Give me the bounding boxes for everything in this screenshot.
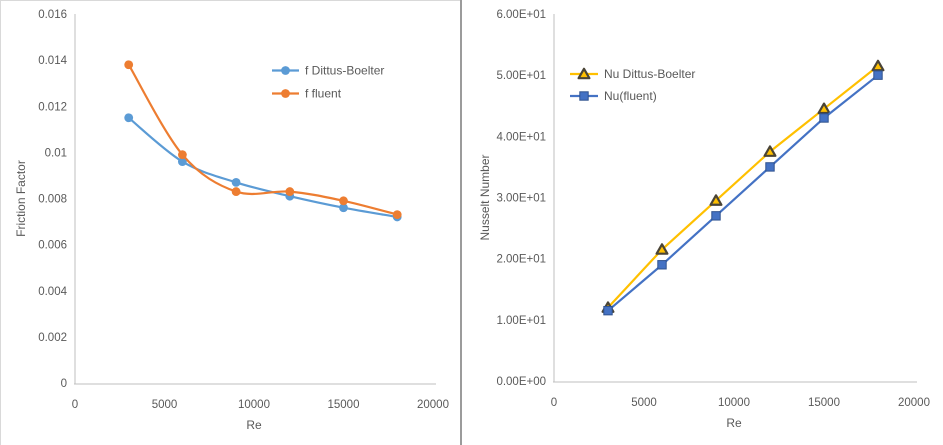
series-line <box>606 74 880 312</box>
y-tick-label: 5.00E+01 <box>496 70 546 82</box>
friction-chart-panel <box>0 0 460 445</box>
x-tick-label: 15000 <box>328 399 360 411</box>
x-tick-label: 20000 <box>417 399 449 411</box>
data-point-marker <box>655 243 669 255</box>
legend-label: f fluent <box>305 87 342 101</box>
data-point-marker <box>657 260 667 270</box>
y-tick-label: 6.00E+01 <box>496 9 546 21</box>
y-tick-label: 4.00E+01 <box>496 131 546 143</box>
x-tick-label: 5000 <box>631 397 657 409</box>
y-axis-title: Friction Factor <box>14 160 28 237</box>
y-tick-label: 0.016 <box>38 9 67 21</box>
y-tick-label: 0.00E+00 <box>496 376 546 388</box>
x-tick-label: 0 <box>551 397 557 409</box>
data-point-marker <box>231 187 241 196</box>
series-line <box>127 63 399 216</box>
data-point-marker <box>763 145 777 157</box>
data-point-marker <box>871 59 885 72</box>
x-tick-label: 0 <box>72 399 78 411</box>
x-axis-title: Re <box>726 416 742 430</box>
legend-item: f Dittus-Boelter <box>272 64 384 78</box>
x-tick-label: 10000 <box>718 397 750 409</box>
x-axis-title: Re <box>246 418 262 432</box>
data-point-marker <box>124 60 134 70</box>
data-point-marker <box>281 89 290 98</box>
data-point-marker <box>819 113 829 123</box>
y-tick-label: 0.006 <box>38 240 67 252</box>
panel-divider <box>460 0 462 445</box>
data-point-marker <box>339 196 348 206</box>
nusselt-number-chart: 6.00E+01 5.00E+01 4.00E+01 3.00E+01 2.00E+01… <box>478 9 930 430</box>
nusselt-chart-panel <box>463 0 943 445</box>
data-point-marker <box>765 162 775 172</box>
y-tick-label: 3.00E+01 <box>496 193 546 205</box>
data-point-marker <box>603 305 613 316</box>
data-point-marker <box>392 210 402 220</box>
y-tick-label: 0.014 <box>38 55 67 67</box>
legend-label: Nu(fluent) <box>604 89 657 103</box>
legend-item: f fluent <box>272 87 342 101</box>
data-point-marker <box>873 70 883 80</box>
y-tick-label: 0 <box>61 378 67 390</box>
y-tick-label: 0.002 <box>38 332 67 344</box>
data-point-marker <box>709 194 723 206</box>
x-tick-label: 20000 <box>898 397 930 409</box>
data-point-marker <box>339 203 348 213</box>
data-point-marker <box>579 91 589 101</box>
data-point-marker <box>124 113 134 123</box>
legend-label: Nu Dittus-Boelter <box>604 67 695 81</box>
x-tick-label: 10000 <box>238 399 270 411</box>
data-point-marker <box>178 157 187 167</box>
y-tick-label: 2.00E+01 <box>496 254 546 266</box>
legend-label: f Dittus-Boelter <box>305 64 384 78</box>
y-tick-label: 1.00E+01 <box>496 315 546 327</box>
x-tick-label: 5000 <box>152 399 178 411</box>
data-point-marker <box>711 211 721 221</box>
data-point-marker <box>281 66 290 75</box>
series-line <box>606 64 880 309</box>
data-point-marker <box>817 102 831 115</box>
x-tick-label: 15000 <box>808 397 840 409</box>
y-tick-label: 0.012 <box>38 101 67 113</box>
data-point-marker <box>178 150 187 160</box>
series-line <box>127 116 399 219</box>
y-tick-label: 0.004 <box>38 286 67 298</box>
y-tick-label: 0.01 <box>45 147 67 159</box>
friction-factor-chart: 0.016 0.014 0.012 0.01 0.008 0.006 0.004 0.002 0… <box>14 9 449 432</box>
y-axis-title: Nusselt Number <box>478 154 492 240</box>
legend-item: Nu Dittus-Boelter <box>570 67 695 81</box>
data-point-marker <box>231 177 241 187</box>
legend-item: Nu(fluent) <box>570 89 657 103</box>
y-tick-label: 0.008 <box>38 194 67 206</box>
data-point-marker <box>285 187 295 196</box>
data-point-marker <box>577 67 591 80</box>
